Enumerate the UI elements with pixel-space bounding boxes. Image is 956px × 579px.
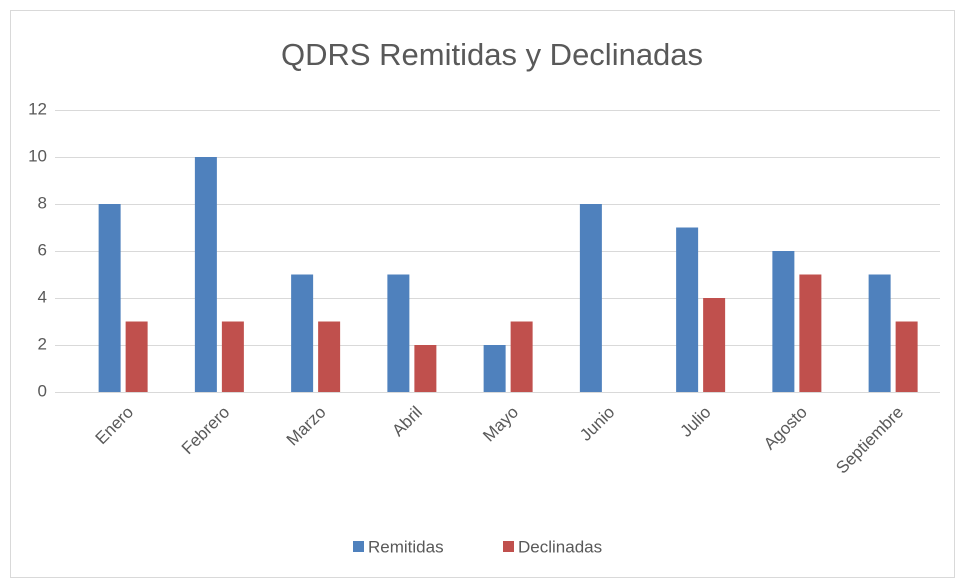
legend-swatch xyxy=(503,541,514,552)
bar xyxy=(772,251,795,392)
bar xyxy=(98,204,121,392)
bar xyxy=(194,157,217,392)
bar xyxy=(414,345,437,392)
y-tick-label: 6 xyxy=(38,240,47,259)
legend-swatch xyxy=(353,541,364,552)
bar xyxy=(868,274,891,392)
legend-label: Declinadas xyxy=(518,537,602,556)
bar xyxy=(318,321,341,392)
bar xyxy=(483,345,506,392)
legend-label: Remitidas xyxy=(368,537,444,556)
y-tick-label: 4 xyxy=(38,287,47,306)
bar xyxy=(291,274,314,392)
y-tick-label: 12 xyxy=(28,99,47,118)
bar xyxy=(676,227,699,392)
bar xyxy=(799,274,822,392)
bar xyxy=(579,204,602,392)
y-tick-label: 0 xyxy=(38,381,47,400)
bar xyxy=(387,274,410,392)
bar xyxy=(703,298,726,392)
y-tick-label: 2 xyxy=(38,334,47,353)
y-tick-label: 8 xyxy=(38,193,47,212)
y-tick-label: 10 xyxy=(28,146,47,165)
bar xyxy=(895,321,918,392)
bar xyxy=(221,321,244,392)
bar xyxy=(510,321,533,392)
chart-title: QDRS Remitidas y Declinadas xyxy=(281,37,703,72)
bar xyxy=(125,321,148,392)
chart-border xyxy=(10,10,955,578)
